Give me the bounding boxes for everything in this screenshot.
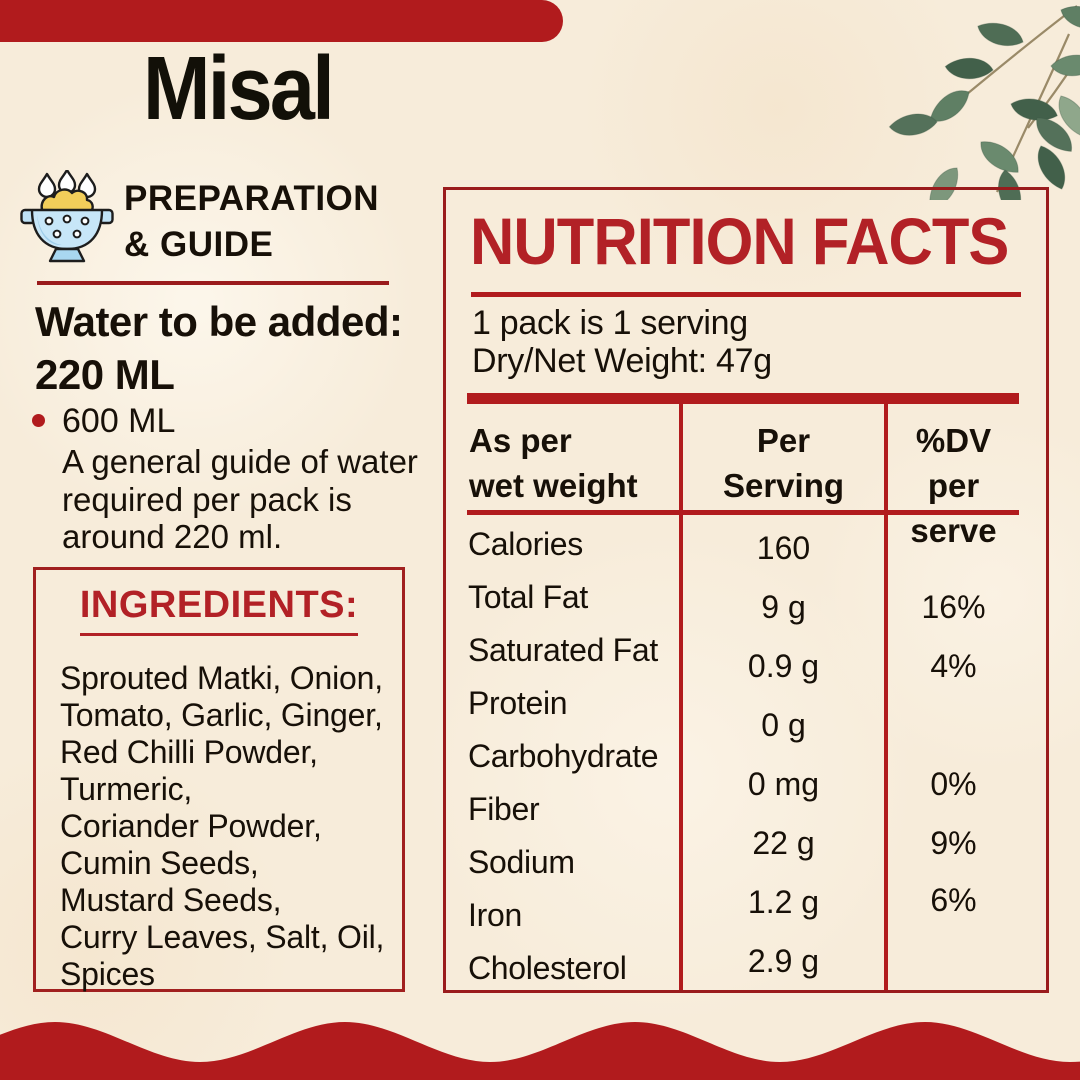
ingredient-line: Curry Leaves, Salt, Oil, xyxy=(60,919,385,955)
ingredients-title: INGREDIENTS: xyxy=(79,584,359,636)
title-underline-bar xyxy=(0,0,563,42)
preparation-heading-line2: & GUIDE xyxy=(124,225,274,264)
ingredient-line: Mustard Seeds, xyxy=(60,882,282,918)
water-body-line: around 220 ml. xyxy=(62,518,283,555)
nutrient-value: 1.2 g xyxy=(747,884,820,920)
column-divider-2 xyxy=(884,393,888,990)
water-body-line: required per pack is xyxy=(62,480,352,518)
nutrient-dv: 6% xyxy=(930,882,977,918)
water-body-line: A general guide of water xyxy=(62,443,418,480)
ingredient-line: Sprouted Matki, Onion, xyxy=(60,660,383,696)
header-col3-line1: %DV per xyxy=(915,422,992,504)
nutrient-label: Saturated Fat xyxy=(468,632,658,668)
ingredients-title-wrap: INGREDIENTS: xyxy=(33,584,405,636)
nutrient-label: Fiber xyxy=(468,791,540,827)
nutrient-value: 0 mg xyxy=(747,766,820,802)
water-heading-line2: 220 ML xyxy=(35,351,175,398)
header-col2-line2: Serving xyxy=(722,467,845,504)
nutrient-label: Sodium xyxy=(468,844,575,880)
nutrient-dv: 9% xyxy=(930,825,977,861)
nutrient-label: Calories xyxy=(468,526,583,562)
water-heading-line1: Water to be added: xyxy=(35,298,403,345)
nutrient-dv: 0% xyxy=(930,766,977,802)
water-heading: Water to be added: 220 ML xyxy=(35,295,403,401)
ingredients-box xyxy=(33,567,405,992)
nutrient-value: 9 g xyxy=(761,589,806,625)
serving-info: 1 pack is 1 serving Dry/Net Weight: 47g xyxy=(472,304,772,380)
header-col1-line1: As per xyxy=(469,422,572,459)
nutrition-title: NUTRITION FACTS xyxy=(470,204,1009,278)
bottom-wave-decoration xyxy=(0,1022,1080,1080)
nutrient-dv: 4% xyxy=(930,648,977,684)
nutrient-value: 160 xyxy=(756,530,811,566)
preparation-heading: PREPARATION & GUIDE xyxy=(124,176,379,268)
header-col-dv: %DV per serve xyxy=(888,418,1019,553)
nutrient-dv: 16% xyxy=(921,589,986,625)
header-col1-line2: wet weight xyxy=(469,467,638,504)
section-divider xyxy=(37,281,389,285)
nutrition-title-underline xyxy=(471,292,1021,297)
product-title: Misal xyxy=(143,39,335,139)
nutrient-label: Carbohydrate xyxy=(468,738,659,774)
nutrient-label: Iron xyxy=(468,897,522,933)
nutrient-label: Protein xyxy=(468,685,568,721)
header-col-wet-weight: As per wet weight xyxy=(469,418,638,508)
nutrient-value: 0.9 g xyxy=(747,648,820,684)
water-bullet-text: A general guide of water required per pa… xyxy=(62,443,418,556)
serving-line2: Dry/Net Weight: 47g xyxy=(472,342,772,380)
ingredient-line: Turmeric, xyxy=(60,771,193,807)
nutrient-label: Total Fat xyxy=(468,579,589,615)
nutrition-facts-panel: NUTRITION FACTS 1 pack is 1 serving Dry/… xyxy=(443,187,1049,993)
colander-icon xyxy=(20,170,114,263)
ingredient-line: Cumin Seeds, xyxy=(60,845,259,881)
column-divider-1 xyxy=(679,393,683,990)
table-top-rule xyxy=(467,393,1019,404)
leaves-icon xyxy=(888,0,1080,200)
nutrient-label: Cholesterol xyxy=(468,950,627,986)
nutrient-value: 2.9 g xyxy=(747,943,820,979)
nutrient-value: 0 g xyxy=(761,707,806,743)
ingredient-line: Red Chilli Powder, xyxy=(60,734,318,770)
header-col3-line2: serve xyxy=(910,512,997,549)
ingredient-line: Coriander Powder, xyxy=(60,808,322,844)
bullet-dot-icon xyxy=(32,414,45,427)
header-col-per-serving: Per Serving xyxy=(683,418,884,508)
header-col2-line1: Per xyxy=(756,422,811,459)
preparation-heading-line1: PREPARATION xyxy=(124,179,380,218)
ingredient-line: Spices xyxy=(60,956,155,992)
nutrient-value: 22 g xyxy=(752,825,815,861)
header-rule xyxy=(467,510,1019,515)
serving-line1: 1 pack is 1 serving xyxy=(472,304,748,342)
water-bullet-title: 600 ML xyxy=(62,402,176,440)
ingredient-line: Tomato, Garlic, Ginger, xyxy=(60,697,383,733)
